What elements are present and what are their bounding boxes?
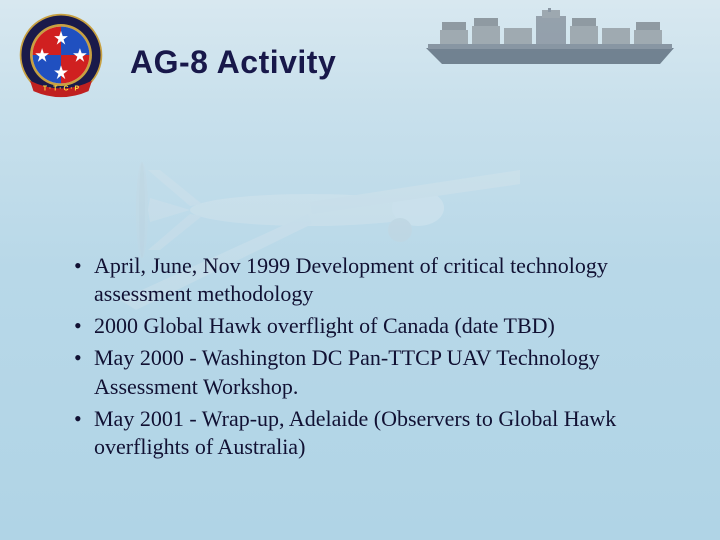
emblem-banner-text: T · T · C · P: [43, 85, 80, 92]
bullet-item: 2000 Global Hawk overflight of Canada (d…: [70, 312, 670, 340]
bullet-list: April, June, Nov 1999 Development of cri…: [70, 252, 670, 465]
slide-title: AG-8 Activity: [130, 44, 336, 81]
slide: T · T · C · P AG-8 Activity April, June,…: [0, 0, 720, 540]
bullet-item: May 2000 - Washington DC Pan-TTCP UAV Te…: [70, 344, 670, 400]
ship-image: [420, 8, 680, 68]
bullet-item: May 2001 - Wrap-up, Adelaide (Observers …: [70, 405, 670, 461]
bullet-item: April, June, Nov 1999 Development of cri…: [70, 252, 670, 308]
ttcp-emblem: T · T · C · P: [18, 12, 104, 98]
